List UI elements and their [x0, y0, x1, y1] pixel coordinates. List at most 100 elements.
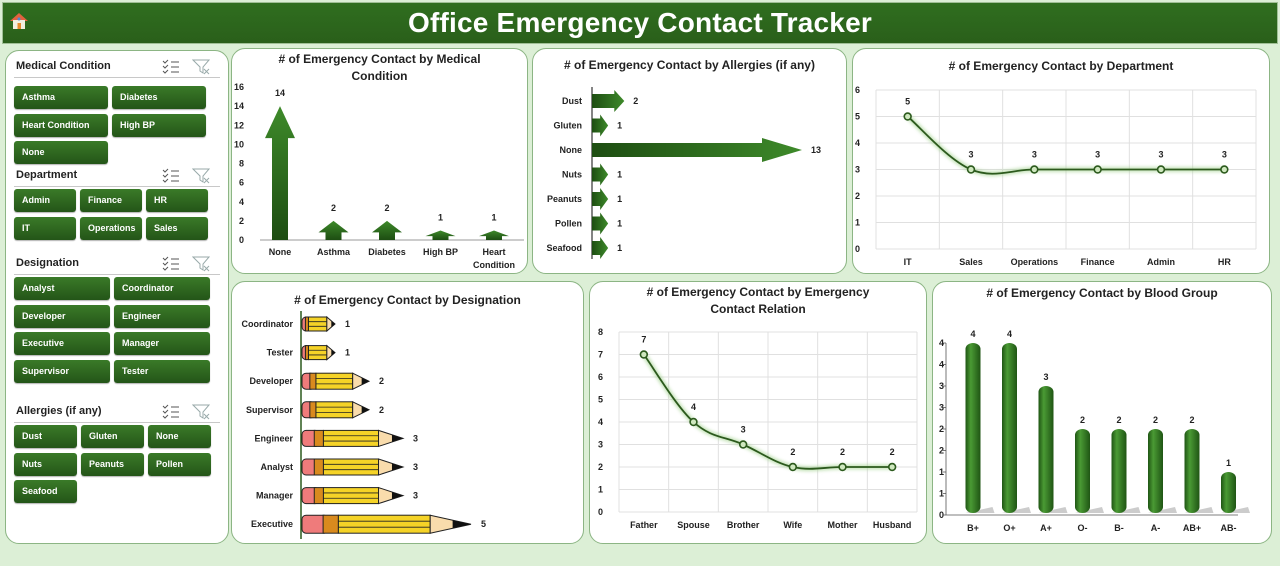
bar-ab — [1184, 429, 1200, 513]
y-tick-label: 0 — [598, 507, 603, 517]
slicer-item-tester[interactable]: Tester — [114, 359, 210, 383]
y-tick-label: 12 — [234, 120, 244, 130]
clear-filter-icon[interactable] — [192, 404, 210, 420]
chart-plot: Dust 2 Gluten 1 None 13 Nuts 1 Peanuts 1 Pollen 1 Se… — [546, 87, 821, 259]
chart-plot: 0 1 2 3 4 5 6 5 IT 3 Sales 3 Operations 3 Finance 3 Admi… — [855, 85, 1257, 267]
slicer-title: Allergies (if any) — [16, 405, 102, 417]
slicer-designation: Designation Analyst Coordinator Developer En… — [14, 253, 220, 383]
y-tick-label: Coordinator — [242, 319, 294, 329]
data-point — [1156, 165, 1166, 174]
data-label: 1 — [617, 243, 622, 253]
data-point — [689, 417, 698, 427]
y-tick-label: 6 — [239, 178, 244, 188]
y-tick-label: 2 — [598, 462, 603, 472]
home-icon[interactable] — [9, 11, 29, 31]
y-tick-label: 14 — [234, 101, 244, 111]
slicer-item-analyst[interactable]: Analyst — [14, 277, 110, 300]
y-tick-label: 3 — [855, 165, 860, 175]
data-label: 2 — [1189, 415, 1194, 425]
slicer-item-supervisor[interactable]: Supervisor — [14, 359, 110, 383]
y-tick-label: Developer — [249, 376, 293, 386]
y-tick-label: 6 — [598, 372, 603, 382]
multi-select-icon[interactable] — [162, 168, 180, 184]
slicer-item-gluten[interactable]: Gluten — [81, 425, 144, 448]
y-tick-label: 2 — [855, 191, 860, 201]
multi-select-icon[interactable] — [162, 59, 180, 75]
slicer-item-diabetes[interactable]: Diabetes — [112, 86, 206, 109]
slicer-item-manager[interactable]: Manager — [114, 332, 210, 355]
bar-peanuts — [592, 188, 609, 210]
y-tick-label: 5 — [598, 395, 603, 405]
clear-filter-icon[interactable] — [192, 59, 210, 75]
y-tick-label: Supervisor — [246, 405, 294, 415]
slicer-item-developer[interactable]: Developer — [14, 304, 110, 328]
y-tick-label: 1 — [939, 489, 944, 499]
y-tick-label: 0 — [939, 510, 944, 520]
x-tick-label: B- — [1114, 523, 1124, 533]
chart-designation: # of Emergency Contact by Designation Coo… — [231, 281, 584, 544]
slicer-item-nuts[interactable]: Nuts — [14, 452, 77, 476]
y-tick-label: Manager — [256, 491, 294, 501]
x-tick-label: A- — [1151, 523, 1161, 533]
slicer-item-none[interactable]: None — [14, 141, 108, 164]
clear-filter-icon[interactable] — [192, 256, 210, 272]
header-bar: Office Emergency Contact Tracker — [2, 2, 1278, 44]
slicer-item-high-bp[interactable]: High BP — [112, 113, 206, 137]
slicer-item-sales[interactable]: Sales — [146, 216, 208, 240]
y-tick-label: 2 — [939, 424, 944, 434]
data-label: 1 — [617, 170, 622, 180]
x-tick-label: AB- — [1221, 523, 1237, 533]
multi-select-icon[interactable] — [162, 404, 180, 420]
bar-tester — [301, 344, 336, 361]
y-tick-label: Peanuts — [547, 194, 582, 204]
clear-filter-icon[interactable] — [192, 168, 210, 184]
slicer-item-engineer[interactable]: Engineer — [114, 304, 210, 328]
slicer-item-seafood[interactable]: Seafood — [14, 480, 77, 503]
data-label: 4 — [970, 329, 975, 339]
y-tick-label: 4 — [598, 417, 603, 427]
bar-asthma — [318, 220, 349, 240]
data-label: 2 — [790, 447, 795, 457]
slicer-item-peanuts[interactable]: Peanuts — [81, 452, 144, 476]
x-tick-label: Finance — [1081, 257, 1115, 267]
chart-blood-group: # of Emergency Contact by Blood Group 0 1 1… — [932, 281, 1272, 544]
chart-title: # of Emergency Contact by Designation — [294, 293, 521, 307]
bar-high-bp — [425, 230, 456, 240]
y-tick-label: None — [560, 145, 583, 155]
slicer-item-it[interactable]: IT — [14, 216, 76, 240]
slicer-item-executive[interactable]: Executive — [14, 332, 110, 355]
slicer-item-finance[interactable]: Finance — [80, 189, 142, 212]
data-label: 14 — [275, 88, 285, 98]
multi-select-icon[interactable] — [162, 256, 180, 272]
y-tick-label: 3 — [598, 440, 603, 450]
slicer-item-asthma[interactable]: Asthma — [14, 86, 108, 109]
slicer-item-pollen[interactable]: Pollen — [148, 452, 211, 476]
y-tick-label: 0 — [239, 235, 244, 245]
data-label: 3 — [413, 491, 418, 501]
data-label: 2 — [379, 376, 384, 386]
y-tick-label: 2 — [239, 216, 244, 226]
data-label: 2 — [384, 203, 389, 213]
y-tick-label: Dust — [562, 96, 582, 106]
x-tick-label: O+ — [1003, 523, 1015, 533]
bar-o — [1075, 429, 1090, 513]
svg-text:Heart: Heart — [482, 247, 505, 257]
slicer-item-dust[interactable]: Dust — [14, 425, 77, 448]
slicer-item-operations[interactable]: Operations — [80, 216, 142, 240]
data-label: 3 — [1222, 150, 1227, 160]
x-tick-label: Mother — [828, 520, 858, 530]
slicer-item-heart-condition[interactable]: Heart Condition — [14, 113, 108, 137]
chart-department: # of Emergency Contact by Department 0 1 2 3… — [852, 48, 1270, 274]
data-label: 1 — [345, 348, 350, 358]
data-point — [639, 350, 649, 359]
slicer-item-coordinator[interactable]: Coordinator — [114, 277, 210, 300]
x-tick-label: IT — [904, 257, 913, 267]
y-tick-label: 16 — [234, 82, 244, 92]
y-tick-label: Tester — [267, 348, 294, 358]
slicer-item-admin[interactable]: Admin — [14, 189, 76, 212]
slicer-item-none[interactable]: None — [148, 425, 211, 448]
bar-b — [1111, 429, 1127, 513]
slicer-item-hr[interactable]: HR — [146, 189, 208, 212]
y-tick-label: 10 — [234, 139, 244, 149]
y-tick-label: 0 — [855, 244, 860, 254]
